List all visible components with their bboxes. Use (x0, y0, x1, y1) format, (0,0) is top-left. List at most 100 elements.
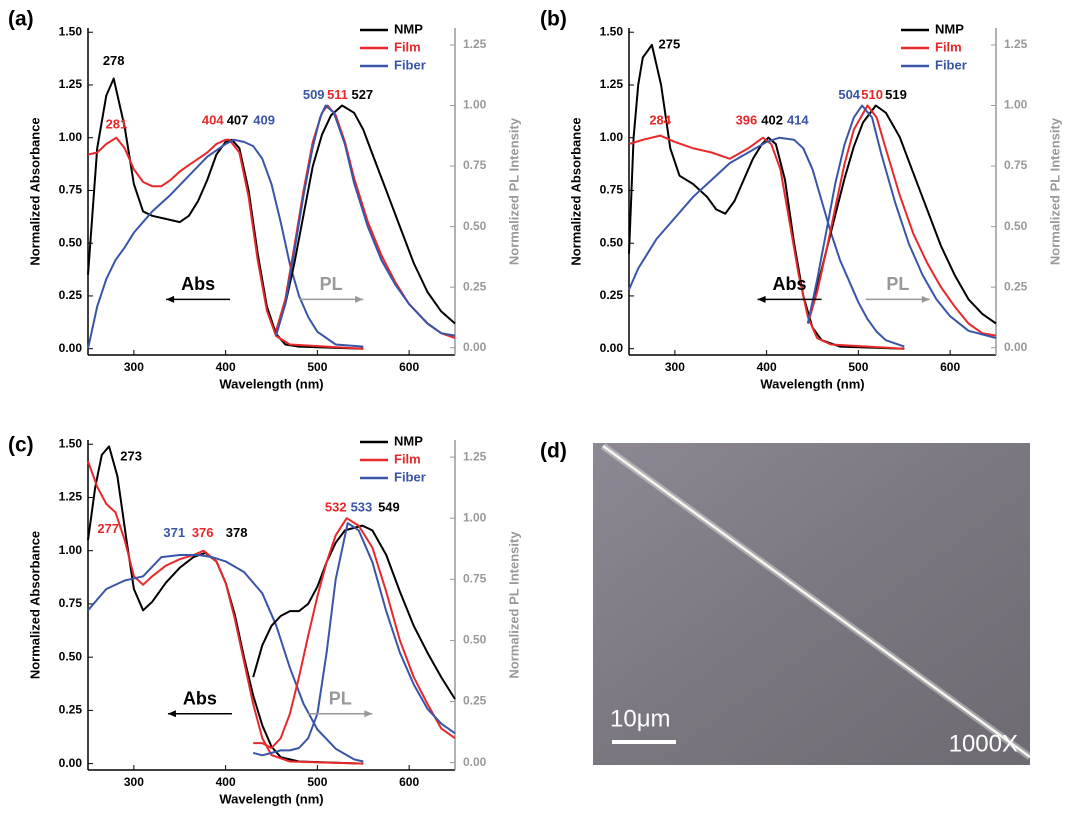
x-tick-label: 500 (848, 360, 868, 374)
arrow-head (167, 710, 176, 718)
data-line (275, 104, 456, 337)
peak-label: 409 (253, 112, 275, 127)
panel-label: (c) (8, 434, 34, 457)
y-tick-label: 1.00 (59, 130, 83, 144)
y2-tick-label: 0.25 (463, 279, 487, 293)
peak-label: 278 (103, 53, 125, 68)
y-tick-label: 0.50 (600, 235, 624, 249)
data-line (87, 136, 364, 350)
data-line (806, 104, 997, 337)
peak-label: 402 (761, 112, 783, 127)
annotation-label: PL (886, 274, 909, 294)
legend-label: Fiber (394, 469, 426, 484)
y-tick-label: 1.25 (59, 77, 83, 91)
annotation-label: PL (320, 274, 343, 294)
y-tick-label: 0.25 (59, 703, 83, 717)
y-tick-label: 0.50 (59, 649, 83, 663)
y2-tick-label: 0.00 (463, 755, 487, 769)
arrow-head (921, 295, 930, 303)
y-tick-label: 0.75 (59, 596, 83, 610)
panel-label: (b) (540, 8, 567, 31)
peak-label: 511 (327, 87, 348, 102)
peak-label: 527 (351, 87, 373, 102)
data-line (87, 138, 364, 349)
peak-label: 371 (163, 525, 185, 540)
panel-label: (a) (8, 8, 34, 31)
data-line (628, 134, 905, 350)
data-line (87, 460, 364, 765)
y-tick-label: 0.25 (59, 288, 83, 302)
peak-label: 273 (120, 448, 142, 463)
y2-tick-label: 0.50 (1004, 219, 1028, 233)
y-tick-label: 1.25 (600, 77, 624, 91)
magnification: 1000X (949, 730, 1018, 757)
y-axis-label: Normalized Absorbance (27, 117, 42, 265)
peak-label: 275 (659, 36, 681, 51)
y2-tick-label: 0.50 (463, 633, 487, 647)
arrow-head (757, 295, 766, 303)
y2-axis-label: Normalized PL Intensity (506, 531, 521, 679)
peak-label: 284 (649, 112, 671, 127)
y-tick-label: 0.50 (59, 235, 83, 249)
legend-label: Film (394, 39, 421, 54)
data-line (252, 522, 456, 757)
annotation-label: PL (329, 688, 352, 708)
y2-tick-label: 0.75 (1004, 158, 1028, 172)
y-axis-label: Normalized Absorbance (568, 117, 583, 265)
x-tick-label: 300 (124, 360, 144, 374)
data-line (87, 445, 364, 765)
y2-tick-label: 1.00 (463, 510, 487, 524)
panel-label: (d) (540, 440, 567, 463)
peak-label: 532 (325, 500, 347, 515)
y2-tick-label: 0.75 (463, 158, 487, 172)
y2-tick-label: 1.00 (463, 98, 487, 112)
y2-tick-label: 0.50 (463, 219, 487, 233)
data-line (252, 524, 456, 700)
data-line (275, 104, 456, 332)
y2-tick-label: 1.25 (463, 449, 487, 463)
peak-label: 549 (378, 500, 400, 515)
data-line (806, 104, 997, 339)
y2-tick-label: 0.25 (463, 694, 487, 708)
x-tick-label: 300 (665, 360, 685, 374)
micrograph (593, 443, 1030, 765)
y-axis-label: Normalized Absorbance (27, 531, 42, 679)
peak-label: 519 (885, 87, 907, 102)
y-tick-label: 1.25 (59, 490, 83, 504)
x-tick-label: 400 (216, 775, 236, 789)
legend-label: Film (394, 451, 421, 466)
y-tick-label: 0.75 (600, 183, 624, 197)
y-tick-label: 1.50 (59, 436, 83, 450)
y2-axis-label: Normalized PL Intensity (506, 117, 521, 265)
peak-label: 376 (192, 525, 214, 540)
arrow-head (364, 710, 373, 718)
y2-tick-label: 0.00 (463, 340, 487, 354)
x-axis-label: Wavelength (nm) (219, 791, 323, 806)
y-tick-label: 1.00 (600, 130, 624, 144)
x-tick-label: 400 (216, 360, 236, 374)
peak-label: 407 (227, 112, 249, 127)
y2-tick-label: 0.75 (463, 572, 487, 586)
x-tick-label: 300 (124, 775, 144, 789)
peak-label: 533 (351, 500, 373, 515)
annotation-label: Abs (183, 688, 217, 708)
peak-label: 414 (787, 112, 809, 127)
peak-label: 404 (202, 112, 224, 127)
y2-tick-label: 1.00 (1004, 98, 1028, 112)
y-tick-label: 1.00 (59, 543, 83, 557)
legend-label: Film (935, 39, 962, 54)
annotation-label: Abs (773, 274, 807, 294)
legend-label: NMP (394, 21, 423, 36)
fiber (602, 444, 1031, 759)
x-axis-label: Wavelength (nm) (760, 376, 864, 391)
y2-tick-label: 0.00 (1004, 340, 1028, 354)
annotation-label: Abs (181, 274, 215, 294)
x-tick-label: 600 (940, 360, 960, 374)
y-tick-label: 0.00 (59, 756, 83, 770)
y-tick-label: 1.50 (600, 24, 624, 38)
peak-label: 396 (736, 112, 758, 127)
x-tick-label: 500 (307, 360, 327, 374)
peak-label: 504 (838, 87, 860, 102)
peak-label: 509 (303, 87, 325, 102)
x-tick-label: 500 (307, 775, 327, 789)
